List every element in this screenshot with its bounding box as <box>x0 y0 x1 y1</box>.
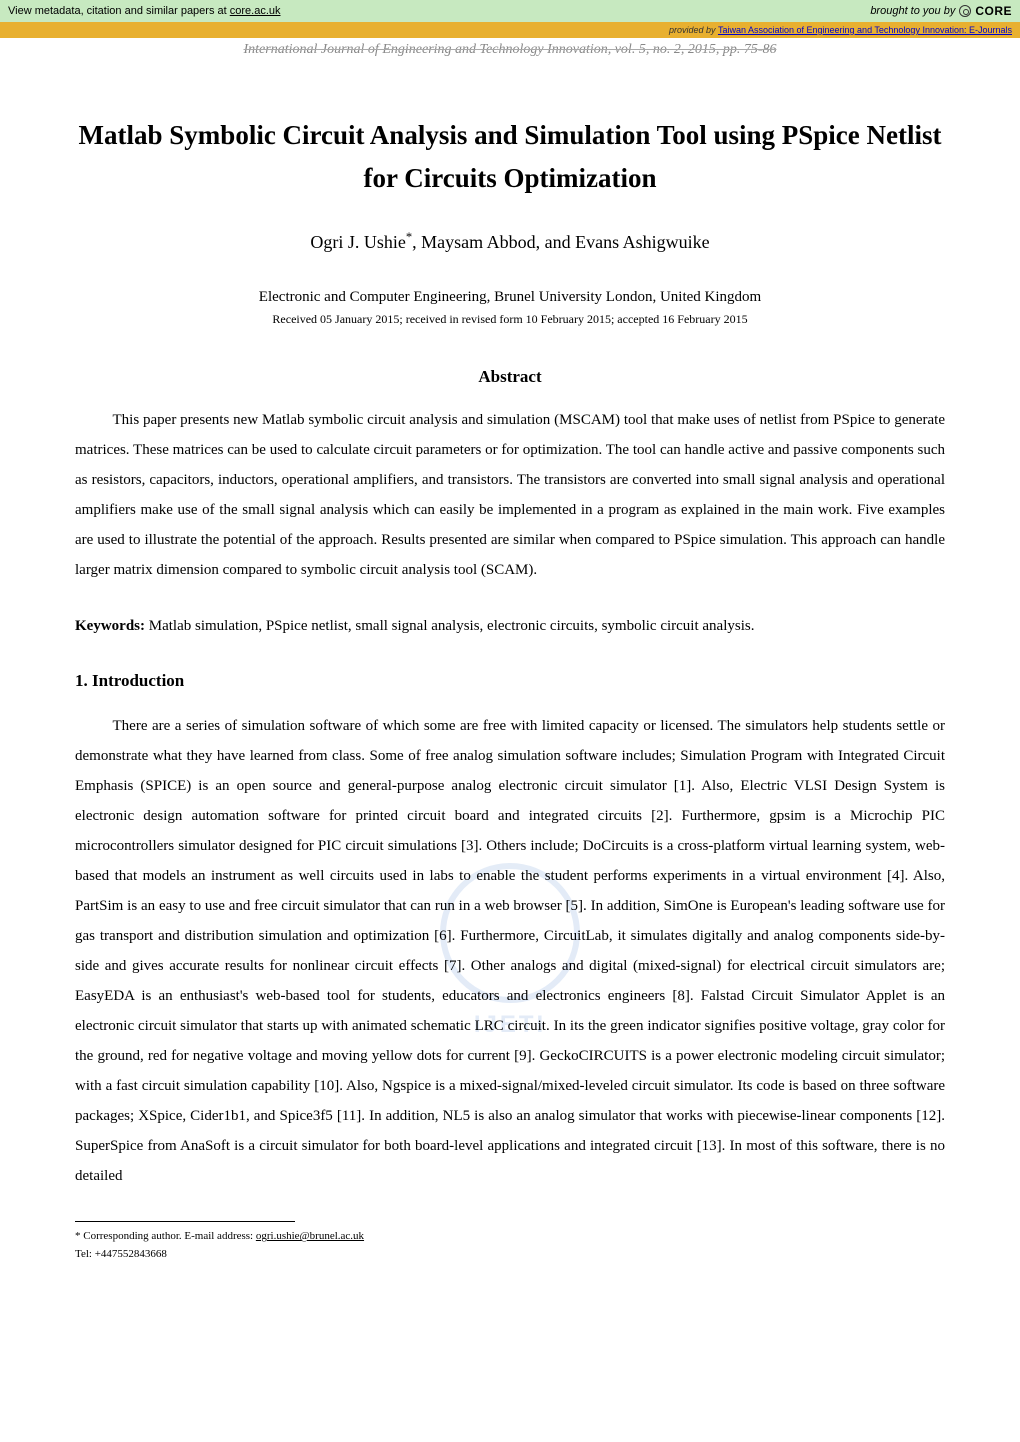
core-logo-icon <box>959 5 971 17</box>
core-brought-by: brought to you by <box>870 5 955 17</box>
section-1-heading: 1. Introduction <box>75 671 945 691</box>
core-link[interactable]: core.ac.uk <box>230 5 281 17</box>
abstract-heading: Abstract <box>75 367 945 387</box>
author-primary: Ogri J. Ushie <box>310 232 406 252</box>
introduction-paragraph: There are a series of simulation softwar… <box>75 711 945 1191</box>
keywords-text: Matlab simulation, PSpice netlist, small… <box>145 618 754 634</box>
keywords-line: Keywords: Matlab simulation, PSpice netl… <box>75 611 945 641</box>
core-logo-text[interactable]: CORE <box>975 4 1012 18</box>
provided-source-link[interactable]: Taiwan Association of Engineering and Te… <box>718 25 1012 35</box>
abstract-body: This paper presents new Matlab symbolic … <box>75 405 945 585</box>
provided-by-bar: provided by Taiwan Association of Engine… <box>0 22 1020 38</box>
core-left-text: View metadata, citation and similar pape… <box>8 5 281 17</box>
footnote-text: Corresponding author. E-mail address: <box>81 1230 256 1242</box>
core-metadata-bar: View metadata, citation and similar pape… <box>0 0 1020 22</box>
footnote-separator <box>75 1221 295 1222</box>
paper-title: Matlab Symbolic Circuit Analysis and Sim… <box>75 114 945 200</box>
provided-prefix: provided by <box>669 25 718 35</box>
journal-header: International Journal of Engineering and… <box>0 42 1020 58</box>
footnote-email-link[interactable]: ogri.ushie@brunel.ac.uk <box>256 1230 364 1242</box>
authors-line: Ogri J. Ushie*, Maysam Abbod, and Evans … <box>75 230 945 253</box>
keywords-label: Keywords: <box>75 618 145 634</box>
core-right: brought to you by CORE <box>870 4 1012 18</box>
authors-rest: , Maysam Abbod, and Evans Ashigwuike <box>412 232 709 252</box>
paper-content: Matlab Symbolic Circuit Analysis and Sim… <box>0 58 1020 1304</box>
core-prefix: View metadata, citation and similar pape… <box>8 5 230 17</box>
manuscript-dates: Received 05 January 2015; received in re… <box>75 312 945 327</box>
footnote-corresponding: * Corresponding author. E-mail address: … <box>75 1228 945 1246</box>
body-wrapper: IJETI There are a series of simulation s… <box>75 711 945 1191</box>
affiliation: Electronic and Computer Engineering, Bru… <box>75 289 945 306</box>
footnote-tel: Tel: +447552843668 <box>75 1246 945 1264</box>
